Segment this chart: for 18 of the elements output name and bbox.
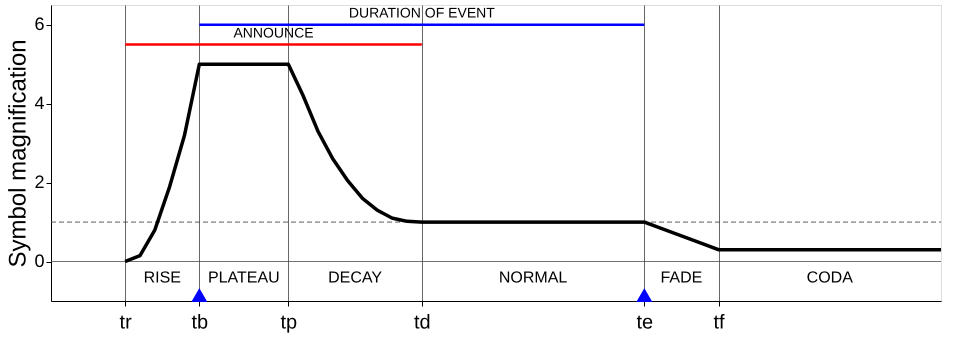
annotation: FADE <box>660 269 702 286</box>
x-tick-label: tb <box>191 312 208 334</box>
y-tick-label: 2 <box>34 172 44 192</box>
x-tick-label: te <box>636 312 654 334</box>
y-axis-title: Symbol magnification <box>4 39 32 268</box>
x-tick-label: tf <box>713 312 725 334</box>
x-tick-label: tp <box>280 312 298 334</box>
annotation: NORMAL <box>498 269 568 286</box>
x-tick-label: tr <box>120 312 132 334</box>
annotation: CODA <box>806 269 854 286</box>
y-tick-label: 4 <box>34 93 44 114</box>
annotation: DECAY <box>328 269 382 286</box>
y-tick-label: 6 <box>34 14 44 34</box>
y-tick-label: 0 <box>34 251 44 272</box>
annotation: PLATEAU <box>208 269 280 286</box>
annotation: RISE <box>144 269 181 286</box>
series-label: DURATION OF EVENT <box>348 4 496 21</box>
x-tick-label: td <box>414 312 431 334</box>
